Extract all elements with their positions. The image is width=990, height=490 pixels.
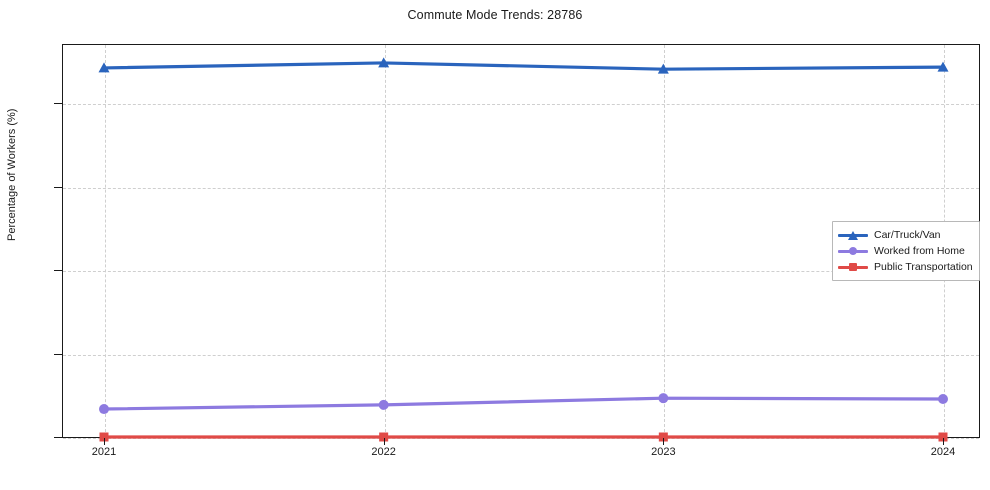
- y-gridline: [63, 187, 979, 189]
- x-tick-label: 2022: [371, 446, 396, 458]
- plot-area: [62, 44, 980, 439]
- chart-title: Commute Mode Trends: 28786: [407, 8, 583, 22]
- x-tick-mark: [943, 438, 944, 445]
- y-tick-mark: [54, 103, 62, 104]
- x-tick-mark: [383, 438, 385, 445]
- y-tick-mark: [54, 186, 62, 188]
- chart-legend: Car/Truck/Van Worked from Home Public Tr…: [832, 221, 980, 281]
- y-tick-mark: [54, 353, 62, 355]
- legend-label-public-transportation: Public Transportation: [874, 261, 973, 273]
- legend-swatch-worked-from-home: [838, 244, 868, 258]
- legend-swatch-public-transportation: [838, 260, 868, 274]
- x-gridline: [664, 45, 666, 437]
- x-gridline: [384, 45, 386, 437]
- x-tick-mark: [663, 438, 665, 445]
- legend-swatch-car-truck-van: [838, 228, 868, 242]
- y-tick-mark: [54, 270, 62, 271]
- legend-label-car-truck-van: Car/Truck/Van: [874, 229, 941, 241]
- legend-item-public-transportation[interactable]: Public Transportation: [838, 259, 973, 275]
- legend-label-worked-from-home: Worked from Home: [874, 245, 965, 257]
- y-axis-label: Percentage of Workers (%): [6, 108, 18, 241]
- y-gridline: [63, 104, 979, 105]
- y-gridline: [63, 354, 979, 356]
- legend-item-worked-from-home[interactable]: Worked from Home: [838, 243, 973, 259]
- legend-item-car-truck-van[interactable]: Car/Truck/Van: [838, 227, 973, 243]
- x-tick-mark: [104, 438, 105, 445]
- x-tick-label: 2024: [930, 446, 956, 458]
- y-gridline: [63, 271, 979, 272]
- x-tick-label: 2023: [651, 446, 676, 458]
- x-gridline: [105, 45, 106, 437]
- x-tick-label: 2021: [91, 446, 117, 458]
- y-tick-mark: [54, 437, 62, 438]
- y-gridline: [63, 438, 979, 439]
